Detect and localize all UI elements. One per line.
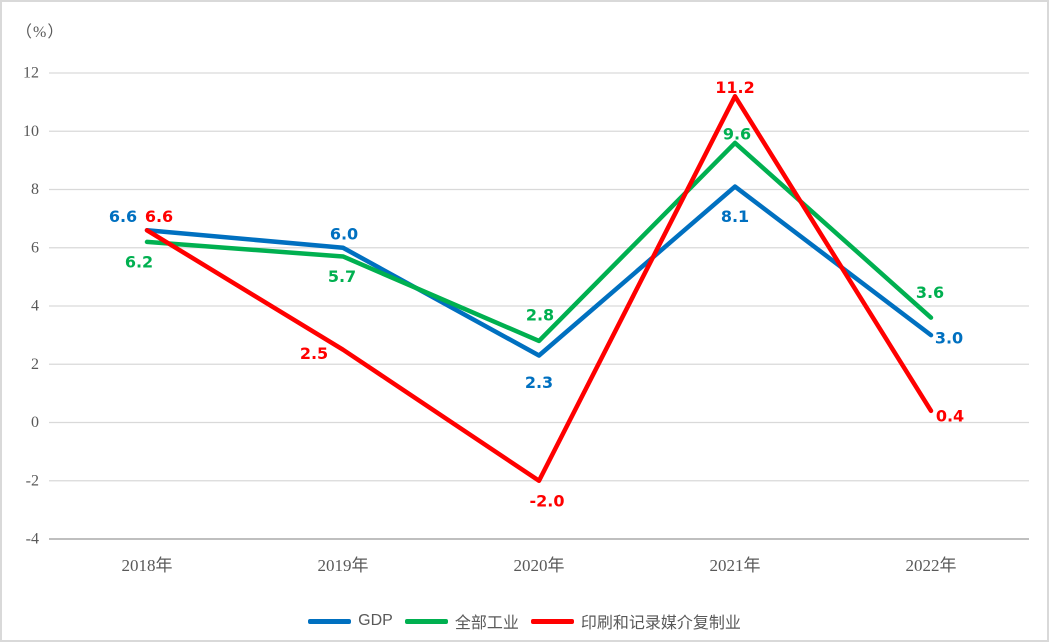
y-tick-label: 8 (31, 181, 39, 198)
chart-legend: GDP 全部工业 印刷和记录媒介复制业 (2, 609, 1047, 633)
data-label: 3.6 (916, 283, 944, 302)
y-tick-label: -2 (26, 472, 39, 489)
data-label: 5.7 (328, 267, 356, 286)
data-label: 9.6 (723, 124, 751, 143)
x-axis-label: 2018年 (122, 556, 173, 575)
data-label: 2.5 (300, 344, 328, 363)
x-axis-label: 2022年 (906, 556, 957, 575)
data-label: -2.0 (530, 491, 565, 510)
y-tick-label: 0 (31, 414, 39, 431)
y-tick-label: 12 (23, 65, 39, 82)
data-label: 2.8 (526, 305, 554, 324)
legend-item: 全部工业 (404, 609, 519, 633)
x-axis-label: 2019年 (318, 556, 369, 575)
legend-label: 印刷和记录媒介复制业 (580, 615, 741, 632)
data-label: 6.0 (330, 224, 358, 243)
data-label: 6.6 (109, 207, 137, 226)
y-axis-unit-label: （%） (16, 24, 65, 41)
legend-item: 印刷和记录媒介复制业 (530, 609, 741, 633)
legend-line-swatch (530, 618, 574, 624)
data-label: 2.3 (525, 373, 553, 392)
data-label: 11.2 (715, 78, 754, 97)
y-tick-label: -4 (26, 531, 39, 548)
y-tick-label: 6 (31, 239, 39, 256)
series-line-印刷和记录媒介复制业 (144, 94, 934, 483)
data-label: 8.1 (721, 207, 749, 226)
data-label: 6.2 (125, 252, 153, 271)
x-axis-label: 2020年 (514, 556, 565, 575)
data-label: 6.6 (145, 207, 173, 226)
data-label: 3.0 (935, 329, 963, 348)
legend-line-swatch (404, 618, 448, 624)
y-tick-label: 4 (31, 298, 39, 315)
legend-label: GDP (358, 612, 393, 629)
x-axis-label: 2021年 (710, 556, 761, 575)
data-label: 0.4 (936, 406, 964, 425)
legend-label: 全部工业 (454, 615, 519, 632)
legend-line-swatch (308, 618, 352, 624)
y-tick-label: 10 (23, 123, 39, 140)
series-line-GDP (144, 184, 934, 358)
legend-item: GDP (308, 612, 393, 630)
y-tick-label: 2 (31, 356, 39, 373)
